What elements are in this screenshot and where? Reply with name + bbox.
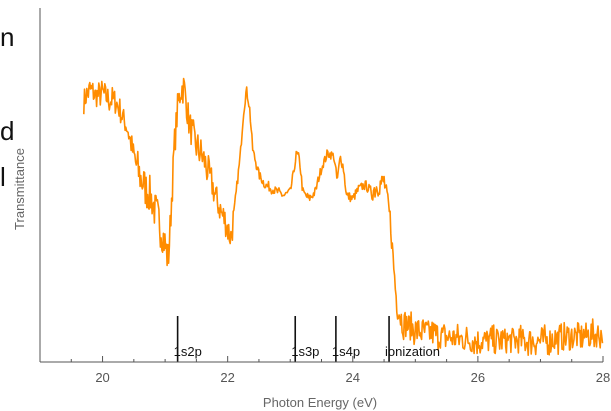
edge-text-3: l bbox=[0, 162, 6, 192]
x-tick-label-4: 28 bbox=[596, 370, 610, 385]
x-axis-title: Photon Energy (eV) bbox=[263, 395, 377, 410]
marker-label-3: ionization bbox=[385, 344, 440, 359]
x-tick-label-1: 22 bbox=[220, 370, 234, 385]
series-line-0 bbox=[83, 77, 604, 356]
x-tick-label-0: 20 bbox=[95, 370, 109, 385]
y-axis-title: Transmittance bbox=[12, 148, 27, 230]
marker-label-1: 1s3p bbox=[291, 344, 319, 359]
x-tick-label-2: 24 bbox=[346, 370, 360, 385]
edge-text-2: d bbox=[0, 116, 15, 146]
x-tick-label-3: 26 bbox=[471, 370, 485, 385]
edge-text-1: n bbox=[0, 22, 15, 52]
plot-area: 1s2p 1s3p 1s4p ionization bbox=[83, 77, 604, 362]
axes: 20 22 24 26 28 bbox=[39, 8, 610, 385]
marker-label-2: 1s4p bbox=[332, 344, 360, 359]
marker-label-0: 1s2p bbox=[174, 344, 202, 359]
